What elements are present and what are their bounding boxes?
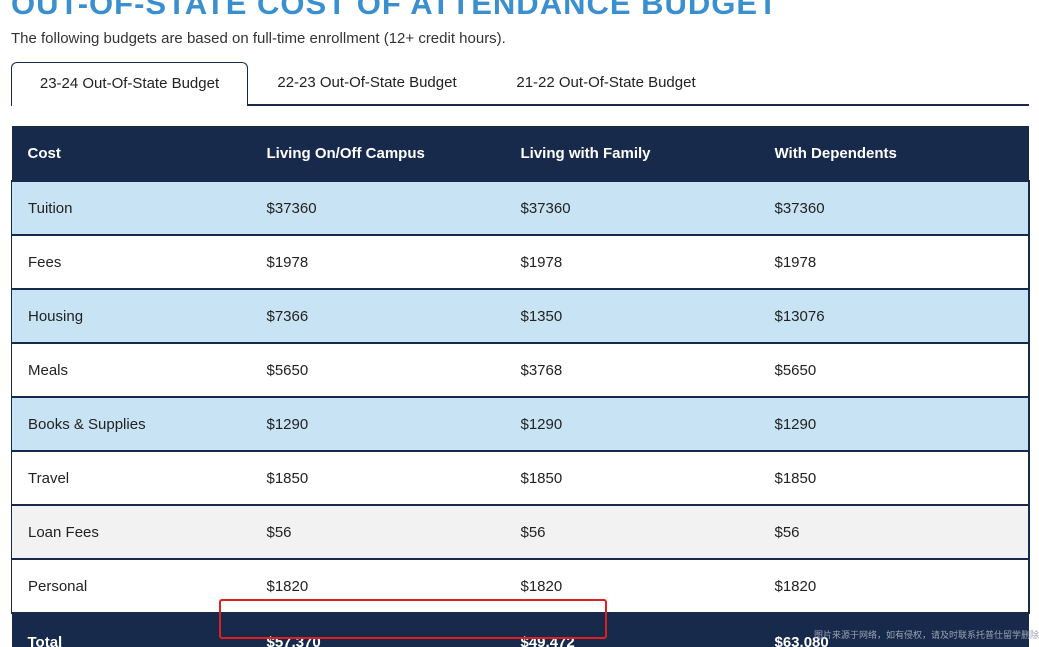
cell-value: $1290 [250,396,505,451]
table-row: Personal $1820 $1820 $1820 [11,558,1030,613]
cell-value: $56 [758,504,1030,559]
cell-value: $5650 [250,342,505,397]
cell-value: $3768 [504,342,759,397]
watermark-text: 图片来源于网络，如有侵权，请及时联系托普仕留学删除 [813,630,1039,640]
cell-value: $13076 [758,288,1030,343]
table-row: Fees $1978 $1978 $1978 [11,234,1030,289]
cell-value: $5650 [758,342,1030,397]
row-label: Personal [11,558,251,613]
cell-value: $1290 [758,396,1030,451]
cell-value: $37360 [758,180,1030,235]
cell-value: $1978 [758,234,1030,289]
cell-value: $1978 [250,234,505,289]
header-living-on-off-campus: Living On/Off Campus [266,144,425,162]
tab-21-22-budget[interactable]: 21-22 Out-Of-State Budget [516,74,696,91]
row-label: Loan Fees [11,504,251,559]
cell-value: $56 [250,504,505,559]
total-value: $49,472 [504,612,759,647]
budget-table: Cost Living On/Off Campus Living with Fa… [11,126,1030,647]
row-label: Fees [11,234,251,289]
row-label: Travel [11,450,251,505]
total-label: Total [11,612,251,647]
total-value: $63.080 [758,612,1029,647]
row-label: Meals [11,342,251,397]
row-label: Housing [11,288,251,343]
header-living-with-family: Living with Family [520,144,651,162]
budget-tabs: 23-24 Out-Of-State Budget 22-23 Out-Of-S… [11,62,1029,106]
row-label: Books & Supplies [11,396,251,451]
total-row: Total $57,370 $49,472 $63.080 [11,612,1029,647]
cell-value: $1850 [504,450,759,505]
table-row: Tuition $37360 $37360 $37360 [11,180,1030,235]
header-cost: Cost [27,144,61,162]
cell-value: $1350 [504,288,759,343]
table-header-row: Cost Living On/Off Campus Living with Fa… [11,126,1029,181]
page-subtitle: The following budgets are based on full-… [11,30,506,47]
table-row: Travel $1850 $1850 $1850 [11,450,1030,505]
budget-table-wrapper: Cost Living On/Off Campus Living with Fa… [11,126,1030,647]
cell-value: $7366 [250,288,505,343]
cell-value: $37360 [504,180,759,235]
table-row: Meals $5650 $3768 $5650 [11,342,1030,397]
cell-value: $1820 [758,558,1030,613]
cell-value: $1850 [758,450,1030,505]
cell-value: $37360 [250,180,505,235]
row-label: Tuition [11,180,251,235]
table-row: Books & Supplies $1290 $1290 $1290 [11,396,1030,451]
cell-value: $1850 [250,450,505,505]
tab-23-24-budget[interactable]: 23-24 Out-Of-State Budget [11,62,248,106]
cell-value: $1978 [504,234,759,289]
tab-22-23-budget[interactable]: 22-23 Out-Of-State Budget [277,74,457,91]
table-row: Housing $7366 $1350 $13076 [11,288,1030,343]
cell-value: $1820 [504,558,759,613]
page-title: OUT-OF-STATE COST OF ATTENDANCE BUDGET [11,0,779,21]
header-with-dependents: With Dependents [774,144,897,162]
cell-value: $1290 [504,396,759,451]
table-row: Loan Fees $56 $56 $56 [11,504,1030,559]
cell-value: $1820 [250,558,505,613]
cell-value: $56 [504,504,759,559]
total-value: $57,370 [250,612,505,647]
